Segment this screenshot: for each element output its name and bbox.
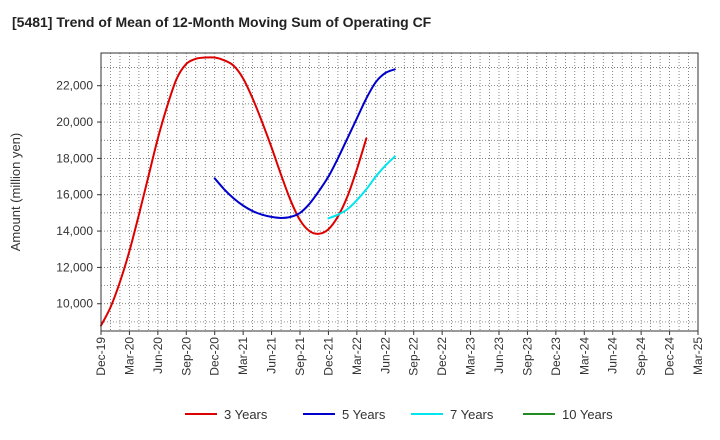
legend-label-5-years: 5 Years: [342, 407, 386, 422]
x-tick-label: Dec-22: [435, 337, 449, 376]
x-tick-label: Sep-22: [407, 337, 421, 376]
y-tick-label: 14,000: [56, 224, 93, 238]
x-tick-label: Jun-23: [492, 337, 506, 374]
legend-label-3-years: 3 Years: [224, 407, 268, 422]
x-tick-label: Mar-25: [691, 337, 705, 375]
x-tick-label: Sep-21: [293, 337, 307, 376]
x-tick-label: Sep-24: [634, 337, 648, 376]
x-tick-label: Jun-20: [151, 337, 165, 374]
chart-title: [5481] Trend of Mean of 12-Month Moving …: [12, 14, 432, 30]
x-axis: Dec-19 Mar-20 Jun-20 Sep-20 Dec-20 Mar-21 Jun-…: [94, 331, 705, 376]
y-tick-label: 10,000: [56, 297, 93, 311]
y-axis-title: Amount (million yen): [8, 133, 23, 252]
x-tick-label: Mar-24: [577, 337, 591, 375]
x-tick-label: Dec-19: [94, 337, 108, 376]
x-tick-label: Mar-23: [464, 337, 478, 375]
y-tick-label: 12,000: [56, 260, 93, 274]
grid: [101, 53, 698, 331]
legend: 3 Years 5 Years 7 Years 10 Years: [185, 407, 613, 422]
x-tick-label: Jun-22: [378, 337, 392, 374]
legend-label-7-years: 7 Years: [450, 407, 494, 422]
x-tick-label: Dec-23: [549, 337, 563, 376]
x-tick-label: Jun-24: [606, 337, 620, 374]
series-line-7-years: [327, 155, 396, 220]
x-tick-label: Sep-20: [179, 337, 193, 376]
series-line-5-years: [213, 68, 396, 219]
x-tick-label: Jun-21: [265, 337, 279, 374]
x-tick-label: Mar-22: [350, 337, 364, 375]
legend-label-10-years: 10 Years: [562, 407, 613, 422]
y-tick-label: 16,000: [56, 188, 93, 202]
y-tick-label: 18,000: [56, 151, 93, 165]
x-tick-label: Dec-24: [663, 337, 677, 376]
x-tick-label: Mar-21: [236, 337, 250, 375]
series-lines: [100, 56, 396, 327]
x-tick-label: Dec-20: [208, 337, 222, 376]
x-tick-label: Sep-23: [520, 337, 534, 376]
series-line-3-years: [100, 56, 368, 327]
y-tick-label: 20,000: [56, 115, 93, 129]
plot-area: [100, 52, 699, 332]
y-tick-label: 22,000: [56, 79, 93, 93]
y-axis: 10,000 12,000 14,000 16,000 18,000 20,000 22,0…: [56, 79, 101, 311]
x-tick-label: Dec-21: [321, 337, 335, 376]
x-tick-label: Mar-20: [122, 337, 136, 375]
